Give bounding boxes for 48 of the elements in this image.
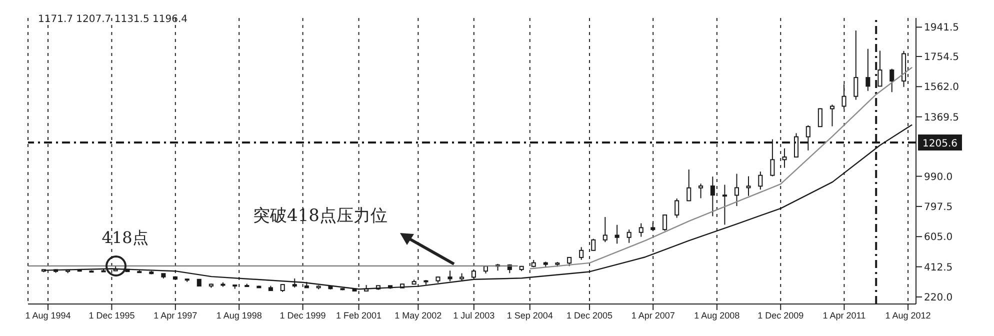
x-tick-label: 1 Apr 2007 bbox=[631, 310, 675, 320]
line-series bbox=[529, 66, 913, 270]
annotation: 突破418点压力位 bbox=[253, 205, 388, 227]
candlestick bbox=[854, 30, 858, 100]
x-tick-label: 1 Aug 1998 bbox=[216, 310, 262, 320]
candlestick bbox=[674, 198, 680, 218]
candlestick bbox=[866, 48, 870, 92]
candlestick bbox=[890, 68, 894, 93]
y-tick-label: 605.0 bbox=[924, 232, 953, 244]
x-tick-label: 1 Dec 2005 bbox=[566, 310, 613, 320]
x-tick-label: 1 Dec 1999 bbox=[280, 310, 326, 320]
x-tick-label: 1 Apr 1997 bbox=[154, 310, 198, 320]
y-tick-label: 797.5 bbox=[924, 202, 953, 213]
candlestick bbox=[830, 104, 834, 127]
x-tick-label: 1 May 2002 bbox=[394, 310, 442, 320]
y-tick-label: 1754.5 bbox=[924, 52, 959, 64]
candlestick bbox=[614, 224, 620, 244]
y-tick-label: 990.0 bbox=[924, 172, 953, 183]
candlestick bbox=[448, 270, 452, 282]
x-tick-label: 1 Dec 1995 bbox=[88, 310, 135, 320]
candlestick bbox=[579, 246, 584, 260]
x-tick-label: 1 Aug 2012 bbox=[885, 310, 931, 320]
candlestick bbox=[662, 214, 668, 232]
candlestick bbox=[638, 222, 644, 238]
annotation: 418点 bbox=[102, 228, 148, 249]
candlestick bbox=[626, 229, 632, 244]
x-tick-label: 1 Aug 1994 bbox=[25, 310, 71, 320]
candlestick bbox=[602, 216, 608, 243]
candlestick bbox=[746, 176, 751, 196]
x-tick-label: 1 Aug 2008 bbox=[694, 310, 740, 320]
annotation: 1171.7 1207.7 1131.5 1196.4 bbox=[38, 14, 188, 25]
ref-line-label: 1205.6 bbox=[922, 138, 958, 150]
y-tick-label: 1941.5 bbox=[924, 22, 959, 34]
candlestick bbox=[758, 171, 763, 190]
candlestick bbox=[686, 169, 692, 202]
x-tick-label: 1 Jul 2003 bbox=[453, 310, 495, 320]
y-tick-label: 220.0 bbox=[924, 292, 953, 304]
candlestick bbox=[818, 108, 822, 128]
x-tick-label: 1 Apr 2011 bbox=[822, 310, 866, 320]
x-tick-label: 1 Dec 2009 bbox=[758, 310, 804, 320]
x-tick-label: 1 Feb 2001 bbox=[336, 310, 382, 320]
y-tick-label: 412.5 bbox=[924, 262, 953, 274]
y-tick-label: 1369.5 bbox=[924, 112, 959, 124]
y-tick-label: 1562.0 bbox=[924, 82, 959, 94]
candlestick bbox=[698, 183, 704, 199]
x-tick-label: 1 Sep 2004 bbox=[506, 310, 553, 320]
candlestick bbox=[734, 173, 740, 207]
candlestick bbox=[722, 184, 727, 226]
